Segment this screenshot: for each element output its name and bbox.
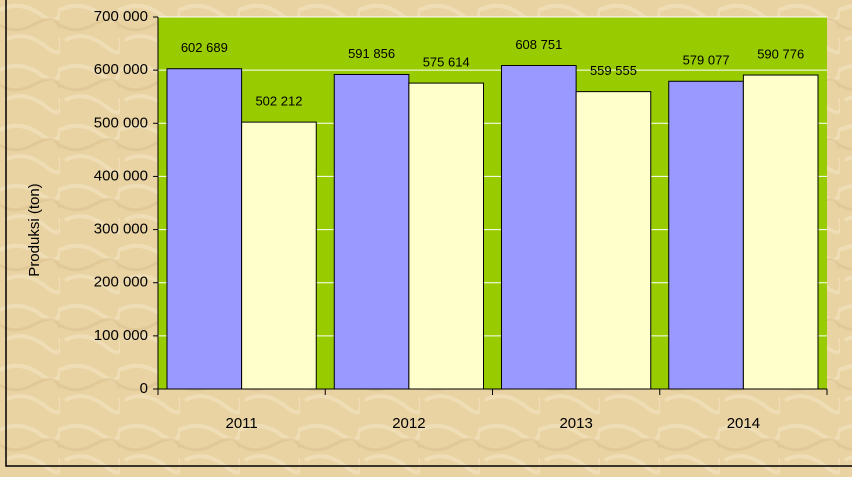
bar <box>166 68 243 390</box>
chart-frame <box>5 0 852 467</box>
data-label: 559 555 <box>590 63 637 78</box>
bar <box>241 121 317 390</box>
data-label: 502 212 <box>255 94 302 109</box>
data-label: 602 689 <box>181 40 228 55</box>
data-label: 575 614 <box>423 55 470 70</box>
y-tick-label: 700 000 <box>94 8 148 25</box>
y-tick-label: 500 000 <box>94 114 148 131</box>
bar <box>333 73 410 390</box>
x-tick-label: 2013 <box>559 415 592 432</box>
bar <box>408 82 484 390</box>
bar <box>668 80 744 390</box>
data-label: 591 856 <box>348 46 395 61</box>
y-tick-label: 200 000 <box>94 274 148 291</box>
bar <box>742 74 819 390</box>
y-tick-label: 400 000 <box>94 167 148 184</box>
y-tick-label: 0 <box>140 380 148 397</box>
y-axis-label: Produksi (ton) <box>26 183 43 276</box>
x-tick-label: 2014 <box>727 415 760 432</box>
bar <box>501 64 577 390</box>
y-tick-label: 600 000 <box>94 61 148 78</box>
x-tick-label: 2012 <box>392 415 425 432</box>
x-tick-label: 2011 <box>225 415 257 432</box>
y-tick-label: 100 000 <box>94 327 148 344</box>
data-label: 608 751 <box>515 37 562 52</box>
y-tick-label: 300 000 <box>94 221 148 238</box>
data-label: 579 077 <box>683 53 730 68</box>
bar <box>575 91 652 390</box>
data-label: 590 776 <box>757 46 804 61</box>
